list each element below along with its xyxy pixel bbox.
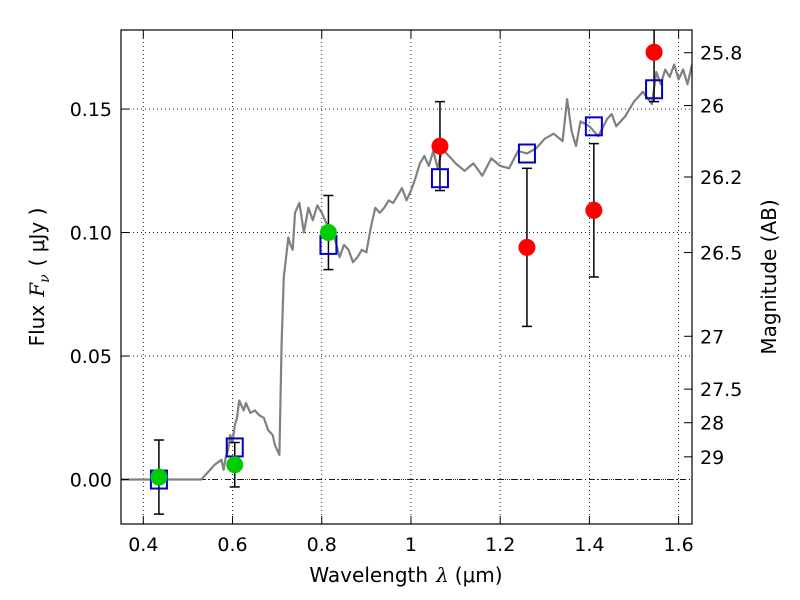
observed-point-red <box>431 137 449 155</box>
model-photometry-square <box>517 143 536 164</box>
data-layer <box>121 30 692 515</box>
x-tick-label: 1.4 <box>574 534 604 556</box>
observed-point-green <box>226 456 244 474</box>
y-right-tick-label: 26.2 <box>700 167 742 189</box>
y-tick-label: 0.05 <box>70 346 112 368</box>
y-tick-label: 0.15 <box>70 99 112 121</box>
model-photometry-square <box>584 116 603 137</box>
y-tick-label: 0.00 <box>70 470 112 492</box>
model-photometry-square <box>430 168 449 189</box>
axis-ticks: 0.4 0.6 0.8 1 1.2 1.4 1.6 0.00 0.05 0.10 0.15 25.8 2… <box>70 30 742 556</box>
y-tick-label: 0.10 <box>70 223 112 245</box>
y-right-tick-label: 27.5 <box>700 379 742 401</box>
y-right-tick-label: 26 <box>700 96 724 118</box>
observed-point-red <box>518 238 536 256</box>
y-right-tick-label: 28 <box>700 413 724 435</box>
x-tick-label: 1.6 <box>664 534 694 556</box>
y-right-tick-label: 25.8 <box>700 43 742 65</box>
observed-point-green <box>150 468 168 486</box>
x-tick-label: 1 <box>405 534 417 556</box>
plot-frame <box>120 29 693 525</box>
model-photometry-square <box>645 79 664 100</box>
observed-point-red <box>645 43 663 61</box>
observed-point-red <box>585 201 603 219</box>
observed-point-green <box>319 224 337 242</box>
y-right-tick-label: 29 <box>700 447 724 469</box>
x-tick-label: 0.4 <box>128 534 158 556</box>
y-axis-title: FluxFν( μJy ) <box>25 208 53 347</box>
x-tick-label: 0.6 <box>217 534 247 556</box>
y-right-tick-label: 26.5 <box>700 243 742 265</box>
x-tick-label: 1.2 <box>485 534 515 556</box>
y-right-axis-title: Magnitude (AB) <box>757 199 781 354</box>
y-right-tick-label: 27 <box>700 326 724 348</box>
plot-area <box>121 30 692 515</box>
x-axis-title: Wavelength λ (μm) <box>309 563 502 587</box>
x-tick-label: 0.8 <box>307 534 337 556</box>
